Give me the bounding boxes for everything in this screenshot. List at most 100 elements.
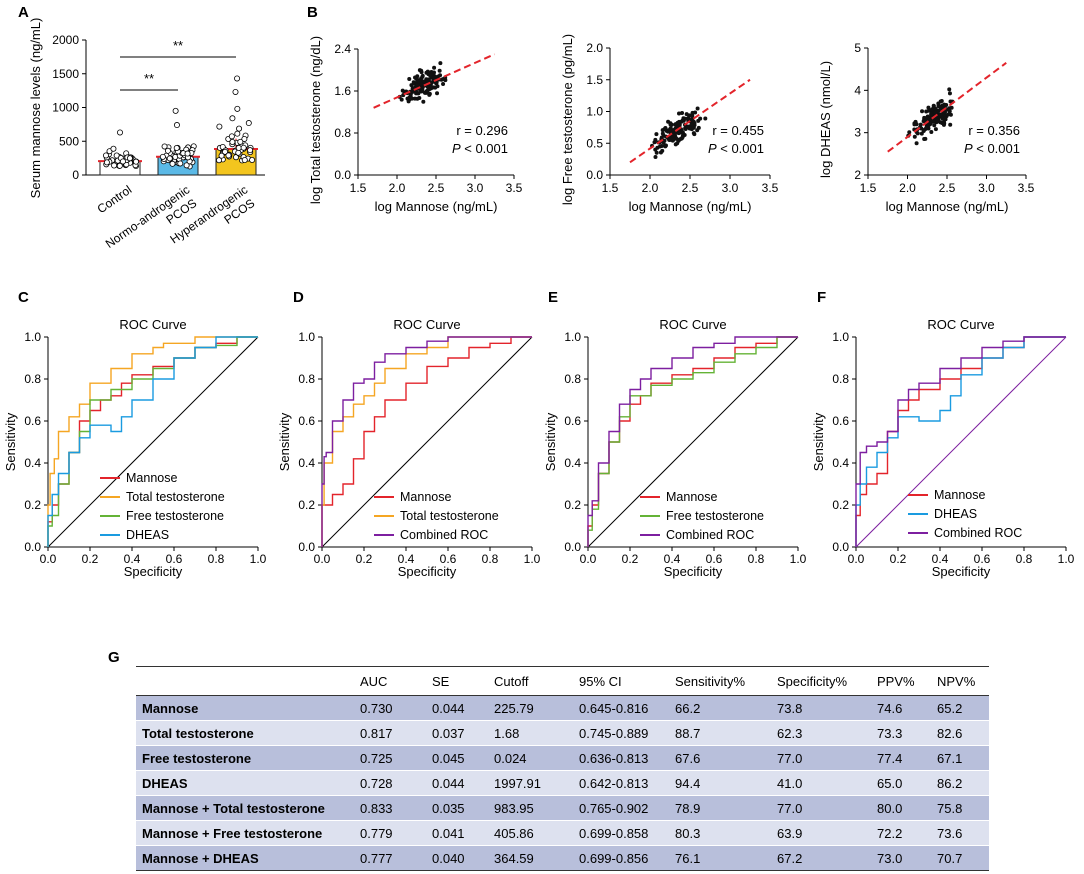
b1-xtick-label: 2.5	[428, 181, 445, 195]
e-legend-label: Mannose	[666, 490, 717, 504]
b2-point	[662, 138, 667, 143]
d-ytick-label: 0.0	[298, 540, 315, 554]
e-xtick-label: 0.8	[748, 552, 765, 566]
table-cell: 65.2	[937, 695, 989, 721]
table-cell: 77.0	[777, 795, 877, 821]
b3-point	[947, 91, 952, 96]
table-cell: 364.59	[494, 845, 579, 871]
b2-point	[667, 137, 672, 142]
b2-point	[654, 150, 659, 155]
b2-point	[654, 132, 659, 137]
b1-point	[425, 88, 430, 93]
a-dot	[245, 120, 252, 127]
b1-point	[420, 82, 425, 87]
a-dot	[110, 145, 117, 152]
b3-xtick-label: 1.5	[860, 181, 877, 195]
b3-point	[929, 130, 934, 135]
a-dot	[173, 144, 180, 151]
d-title: ROC Curve	[393, 317, 460, 332]
a-dot	[229, 139, 236, 146]
f-ytick-label: 0.4	[832, 456, 849, 470]
c-ytick-label: 0.0	[24, 540, 41, 554]
b3-ytick-label: 3	[854, 126, 861, 140]
b2-point	[653, 154, 658, 159]
table-row-label: Mannose + Free testosterone	[136, 820, 360, 846]
table-row: Mannose + DHEAS 0.777 0.040 364.59 0.699-0.8…	[136, 845, 989, 871]
b2-point	[691, 131, 696, 136]
b1-ytick-label: 2.4	[334, 42, 351, 56]
b2-ytick-label: 1.0	[586, 105, 603, 119]
a-dot	[236, 125, 243, 132]
b2-point	[658, 150, 663, 155]
e-ytick-label: 0.2	[564, 498, 581, 512]
d-ytick-label: 1.0	[298, 330, 315, 344]
d-xtick-label: 0.6	[440, 552, 457, 566]
c-xtick-label: 0.0	[40, 552, 57, 566]
a-dot	[216, 157, 223, 164]
table-cell: 73.8	[777, 695, 877, 721]
c-ytick-label: 0.4	[24, 456, 41, 470]
b3-point	[944, 102, 949, 107]
table-cell: 0.745-0.889	[579, 720, 675, 746]
b1-ytick-label: 1.6	[334, 84, 351, 98]
figure-canvas: A B C D E F 0 500 1000 1500 2000 Serum mannose leve…	[3, 4, 1075, 579]
a-dot	[234, 75, 241, 82]
d-xtick-label: 0.2	[356, 552, 373, 566]
table-cell: 66.2	[675, 695, 777, 721]
a-dot	[229, 115, 236, 122]
panel-letter-g: G	[108, 649, 120, 666]
b3-point	[922, 137, 927, 142]
b1-xtick-label: 3.5	[506, 181, 523, 195]
c-xtick-label: 1.0	[250, 552, 267, 566]
e-ytick-label: 1.0	[564, 330, 581, 344]
e-roc-line	[587, 336, 798, 547]
b2-point	[653, 147, 658, 152]
a-dot	[232, 88, 239, 95]
b3-point	[926, 105, 931, 110]
c-roc-line	[47, 336, 258, 547]
b2-point	[691, 125, 696, 130]
a-dot	[237, 138, 244, 145]
b2-point	[703, 116, 708, 121]
b2-point	[684, 112, 689, 117]
a-dot	[183, 162, 190, 169]
panel-letter-d: D	[293, 289, 304, 306]
b1-point	[441, 81, 446, 86]
b3-fit-line	[887, 62, 1007, 153]
c-ytick-label: 0.2	[24, 498, 41, 512]
table-cell: 65.0	[877, 770, 937, 796]
table-cell: 80.0	[877, 795, 937, 821]
a-dot	[240, 144, 247, 151]
b3-point	[933, 127, 938, 132]
b3-point	[935, 118, 940, 123]
a-dot	[249, 157, 256, 164]
f-ytick-label: 0.8	[832, 372, 849, 386]
e-ytick-label: 0.0	[564, 540, 581, 554]
panel-letter-a: A	[18, 4, 29, 21]
c-xtick-label: 0.8	[208, 552, 225, 566]
b3-point	[920, 109, 925, 114]
table-row: Total testosterone 0.817 0.037 1.68 0.745-0.…	[136, 720, 989, 746]
a-ytick-label: 0	[72, 168, 79, 182]
c-ytick-label: 0.6	[24, 414, 41, 428]
b3-point	[936, 101, 941, 106]
table-row-label: DHEAS	[136, 770, 360, 796]
b2-point	[674, 130, 679, 135]
b1-point	[408, 92, 413, 97]
b3-point	[949, 105, 954, 110]
table-row-label: Mannose + Total testosterone	[136, 795, 360, 821]
d-ytick-label: 0.4	[298, 456, 315, 470]
b1-point	[438, 61, 443, 66]
f-ytick-label: 0.6	[832, 414, 849, 428]
a-dot	[234, 105, 241, 112]
b3-ylabel: log DHEAS (nmol/L)	[818, 61, 833, 178]
b2-point	[660, 128, 665, 133]
table-cell: 86.2	[937, 770, 989, 796]
b1-point	[420, 74, 425, 79]
a-dot	[173, 122, 180, 129]
b3-point	[931, 118, 936, 123]
a-dot	[169, 160, 176, 167]
table-cell: 0.035	[432, 795, 494, 821]
b3-point	[938, 120, 943, 125]
a-dot	[235, 144, 242, 151]
